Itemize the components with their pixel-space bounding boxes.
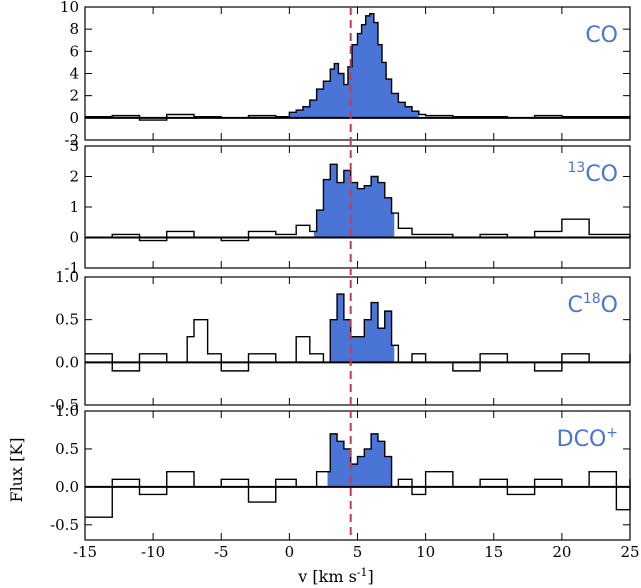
y-tick-label: 0 xyxy=(69,109,79,127)
x-tick-label: 10 xyxy=(416,543,435,561)
species-label: 13CO xyxy=(567,160,618,187)
y-tick-label: 2 xyxy=(69,87,79,105)
x-tick-label: -10 xyxy=(141,543,165,561)
y-tick-label: 4 xyxy=(69,65,79,83)
x-tick-label: -5 xyxy=(214,543,229,561)
spectrum-line xyxy=(85,163,631,242)
y-tick-label: 8 xyxy=(69,20,79,38)
x-tick-label: 0 xyxy=(285,543,295,561)
y-tick-label: 0.5 xyxy=(55,311,79,329)
y-tick-label: 10 xyxy=(60,0,79,16)
x-tick-label: 15 xyxy=(484,543,503,561)
x-tick-label: -15 xyxy=(73,543,97,561)
y-tick-label: -1 xyxy=(64,259,79,277)
y-tick-label: -2 xyxy=(64,131,79,149)
y-tick-label: 1.0 xyxy=(55,268,79,286)
spectrum-line xyxy=(85,433,631,518)
y-tick-label: 3 xyxy=(69,137,79,155)
y-tick-label: 1.0 xyxy=(55,402,79,420)
species-label: C18O xyxy=(567,291,618,318)
x-axis-label: v [km s-1] xyxy=(297,566,374,586)
spectrum-panel: -2 0 2 4 6 8 10 CO xyxy=(60,0,631,149)
emission-fill xyxy=(313,164,395,238)
y-tick-label: 1 xyxy=(69,198,79,216)
y-tick-label: 0.5 xyxy=(55,440,79,458)
y-tick-label: -0.5 xyxy=(50,396,79,414)
spectrum-panel: -0.5 0.0 0.5 1.0 DCO+ xyxy=(50,402,631,541)
x-axis-layer: -15 -10 -5 0 5 10 15 20 25 xyxy=(73,543,640,561)
y-tick-label: -0.5 xyxy=(50,516,79,534)
y-axis-label: Flux [K] xyxy=(7,437,26,502)
x-tick-label: 25 xyxy=(620,543,639,561)
y-tick-label: 0.0 xyxy=(55,353,79,371)
species-label: CO xyxy=(585,23,618,48)
panels-layer: -20246810CO-1012313CO-0.50.00.51.0C18O-0… xyxy=(50,0,631,541)
y-tick-label: 6 xyxy=(69,42,79,60)
emission-fill xyxy=(289,13,419,118)
y-tick-label: 0 xyxy=(69,229,79,247)
y-tick-label: 2 xyxy=(69,168,79,186)
species-label: DCO+ xyxy=(557,425,618,452)
x-tick-label: 5 xyxy=(353,543,363,561)
spectrum-panel: -1 0 1 2 3 13CO xyxy=(64,137,631,277)
spectrum-line xyxy=(85,293,631,372)
spectrum-line xyxy=(85,12,631,121)
spectrum-panel: -0.5 0.0 0.5 1.0 C18O xyxy=(50,268,631,414)
y-tick-label: 0.0 xyxy=(55,478,79,496)
x-tick-label: 20 xyxy=(552,543,571,561)
